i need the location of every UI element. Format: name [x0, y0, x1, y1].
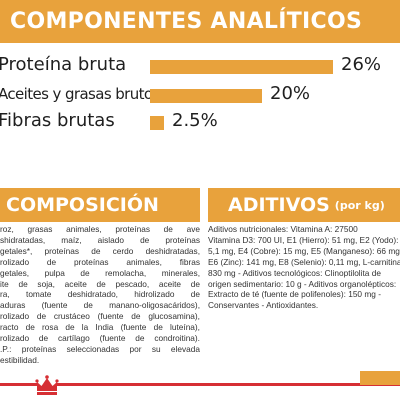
composition-line: rolizado de proteínas animales, fibras [0, 256, 200, 267]
composition-line: rolizado de crustáceo (fuente de glucosa… [0, 311, 200, 322]
additives-line: Extracto de té (fuente de polifenoles): … [208, 289, 381, 300]
nutrient-label: Fibras brutas [0, 110, 115, 131]
composition-line: shidratadas, maíz, aislado de proteínas [0, 234, 200, 245]
composition-line: racto de rosa de la India (fuente de lut… [0, 322, 200, 333]
additives-line: Conservantes - Antioxidantes. [208, 300, 319, 311]
composition-text: roz, grasas animales, proteínas de ave s… [0, 224, 200, 366]
nutrient-label: Proteína bruta [0, 54, 127, 75]
composition-line: estibilidad. [0, 354, 40, 365]
composition-line: roz, grasas animales, proteínas de ave [0, 224, 200, 234]
footer-accent-tab [360, 371, 400, 385]
additives-subtitle: (por kg) [334, 198, 385, 212]
nutrient-value: 26% [341, 54, 382, 75]
nutrient-value: 20% [270, 83, 311, 104]
additives-line: 5,1 mg, E4 (Cobre): 15 mg, E5 (Manganeso… [208, 245, 400, 256]
nutrient-row-fat: Aceites y grasas brutos 20% [0, 83, 400, 107]
nutrient-row-fiber: Fibras brutas 2.5% [0, 110, 400, 134]
footer-band [0, 371, 400, 400]
composition-line: .P.: proteínas seleccionadas por su elev… [0, 343, 200, 354]
additives-title: ADITIVOS [228, 194, 330, 216]
composition-title: COMPOSICIÓN [6, 194, 159, 216]
additives-line: E6 (Zinc): 141 mg, E8 (Selenio): 0,11 mg… [208, 256, 400, 267]
additives-line: origen sedimentario: 10 g - Aditivos org… [208, 278, 397, 289]
analytical-components-title: COMPONENTES ANALÍTICOS [10, 9, 363, 34]
nutrient-label: Aceites y grasas brutos [0, 85, 160, 103]
composition-line: ite de soja, aceite de pescado, aceite d… [0, 278, 200, 289]
nutrient-row-protein: Proteína bruta 26% [0, 54, 400, 78]
royal-canin-crown-icon [35, 375, 59, 398]
composition-line: getales, pulpa de remolacha, minerales, [0, 267, 200, 278]
nutrient-bar [150, 60, 333, 74]
additives-header: ADITIVOS (por kg) [208, 188, 400, 222]
nutrient-bar [150, 116, 164, 130]
additives-line: Vitamina D3: 700 UI, E1 (Hierro): 51 mg,… [208, 234, 399, 245]
nutrient-bar [150, 89, 262, 103]
composition-header: COMPOSICIÓN [0, 188, 200, 222]
composition-line: ra, tomate deshidratado, hidrolizado de [0, 289, 200, 300]
composition-line: aduras (fuente de manano-oligosacáridos)… [0, 300, 200, 311]
analytical-components-header: COMPONENTES ANALÍTICOS [0, 0, 400, 43]
additives-line: 830 mg - Aditivos tecnológicos: Clinopti… [208, 267, 381, 278]
additives-line: Aditivos nutricionales: Vitamina A: 2750… [208, 224, 358, 234]
additives-text: Aditivos nutricionales: Vitamina A: 2750… [208, 224, 400, 311]
footer-red-line [0, 383, 354, 386]
nutrient-value: 2.5% [172, 110, 218, 131]
composition-line: getales*, proteínas de cerdo deshidratad… [0, 245, 200, 256]
composition-line: rolizado de cartílago (fuente de condroi… [0, 333, 200, 344]
